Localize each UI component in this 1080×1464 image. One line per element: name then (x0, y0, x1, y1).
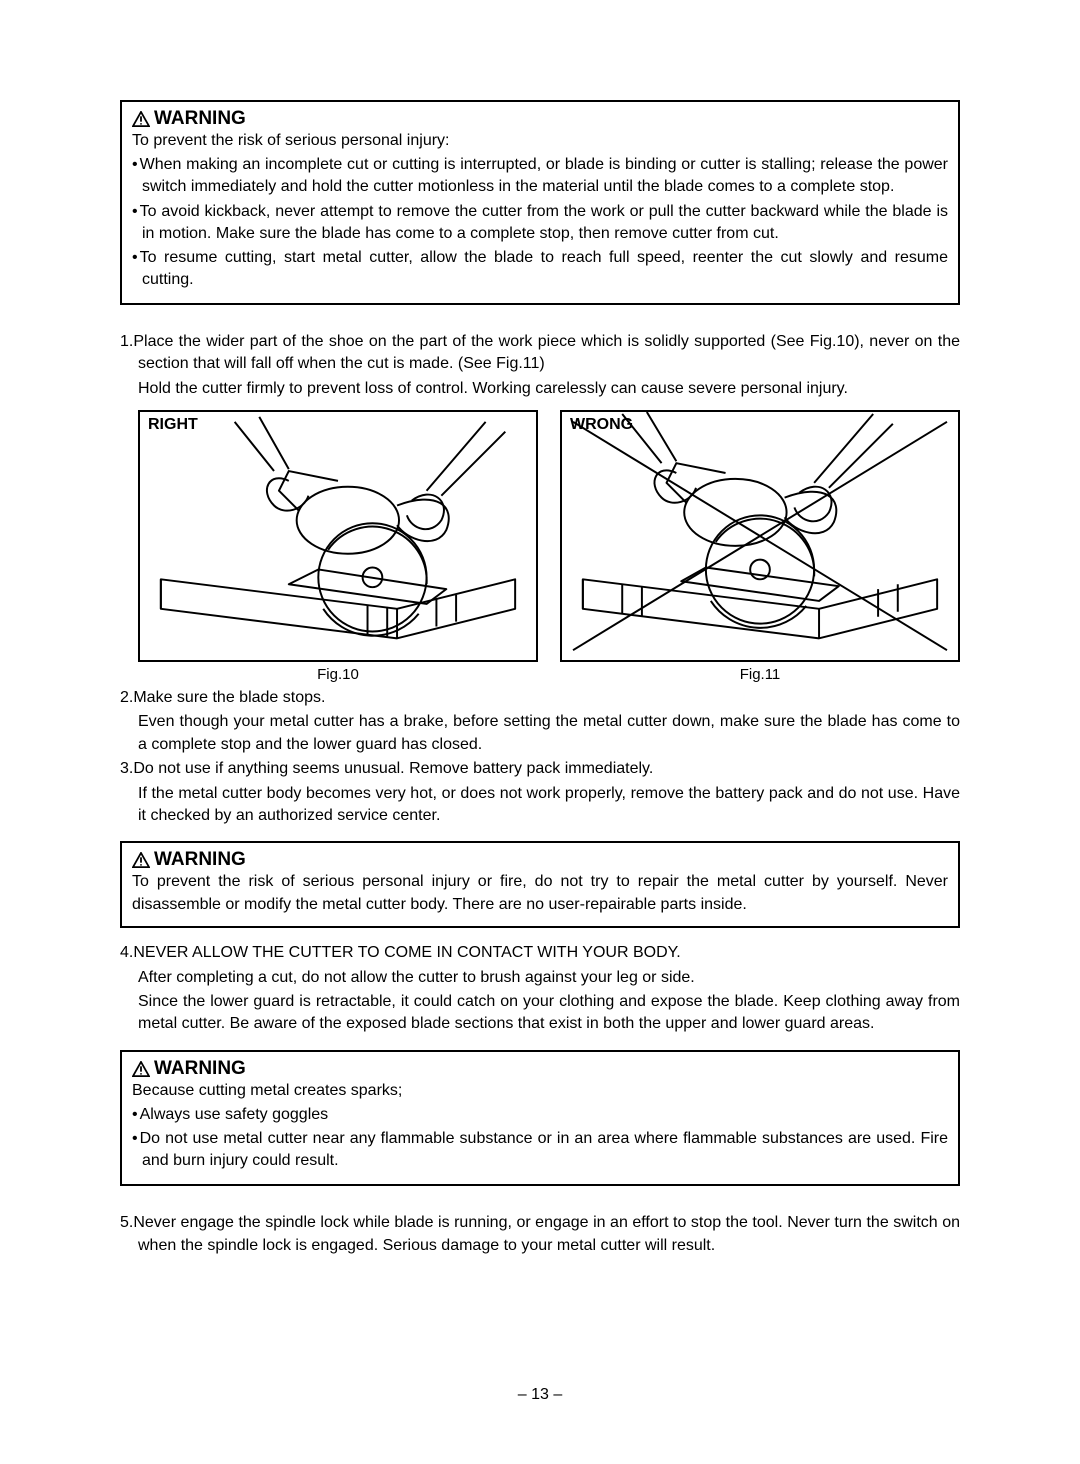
warning-title-3: WARNING (154, 1058, 246, 1080)
warning-triangle-icon (132, 111, 150, 127)
figure-left: RIGHT (138, 410, 538, 683)
figure-frame-wrong: WRONG (560, 410, 960, 662)
item1-text: Place the wider part of the shoe on the … (133, 333, 960, 372)
item3-num: 3. (120, 760, 133, 777)
warning-triangle-icon (132, 852, 150, 868)
warning-box-2: WARNING To prevent the risk of serious p… (120, 841, 960, 928)
warning3-bullet: Always use safety goggles (132, 1104, 948, 1126)
warning-title-2: WARNING (154, 849, 246, 871)
item4-num: 4. (120, 944, 133, 961)
warning3-bullet: Do not use metal cutter near any flammab… (132, 1128, 948, 1172)
warning1-intro: To prevent the risk of serious personal … (132, 130, 948, 152)
warning3-intro: Because cutting metal creates sparks; (132, 1080, 948, 1102)
item1-num: 1. (120, 333, 133, 350)
warning-header-2: WARNING (132, 849, 948, 871)
figure-caption-11: Fig.11 (560, 666, 960, 683)
warning1-bullet: When making an incomplete cut or cutting… (132, 154, 948, 198)
list-item-2: 2.Make sure the blade stops. (120, 687, 960, 709)
item3-sub: If the metal cutter body becomes very ho… (120, 783, 960, 828)
list-item-4: 4.NEVER ALLOW THE CUTTER TO COME IN CONT… (120, 942, 960, 964)
item2-sub: Even though your metal cutter has a brak… (120, 711, 960, 756)
manual-page: WARNING To prevent the risk of serious p… (0, 0, 1080, 1464)
warning-header-3: WARNING (132, 1058, 948, 1080)
warning1-bullet: To avoid kickback, never attempt to remo… (132, 201, 948, 245)
item1-sub: Hold the cutter firmly to prevent loss o… (120, 378, 960, 400)
warning1-bullets: When making an incomplete cut or cutting… (132, 154, 948, 290)
warning-title-1: WARNING (154, 108, 246, 130)
item2-text: Make sure the blade stops. (133, 689, 325, 706)
figure-row: RIGHT (138, 410, 960, 683)
cutter-wrong-illustration (562, 412, 958, 660)
list-item-1: 1.Place the wider part of the shoe on th… (120, 331, 960, 376)
item5-num: 5. (120, 1214, 133, 1231)
warning-triangle-icon (132, 1061, 150, 1077)
item3-text: Do not use if anything seems unusual. Re… (133, 760, 653, 777)
figure-frame-right: RIGHT (138, 410, 538, 662)
item4-sub1: After completing a cut, do not allow the… (120, 967, 960, 989)
warning-box-3: WARNING Because cutting metal creates sp… (120, 1050, 960, 1187)
list-item-3: 3.Do not use if anything seems unusual. … (120, 758, 960, 780)
warning1-bullet: To resume cutting, start metal cutter, a… (132, 247, 948, 291)
item2-num: 2. (120, 689, 133, 706)
item4-text: NEVER ALLOW THE CUTTER TO COME IN CONTAC… (133, 944, 680, 961)
warning-header-1: WARNING (132, 108, 948, 130)
warning3-bullets: Always use safety goggles Do not use met… (132, 1104, 948, 1172)
warning2-text: To prevent the risk of serious personal … (132, 871, 948, 916)
cutter-right-illustration (140, 412, 536, 660)
page-number: – 13 – (0, 1386, 1080, 1404)
item5-text: Never engage the spindle lock while blad… (133, 1214, 960, 1253)
warning-box-1: WARNING To prevent the risk of serious p… (120, 100, 960, 305)
item4-sub2: Since the lower guard is retractable, it… (120, 991, 960, 1036)
figure-right: WRONG (560, 410, 960, 683)
figure-caption-10: Fig.10 (138, 666, 538, 683)
list-item-5: 5.Never engage the spindle lock while bl… (120, 1212, 960, 1257)
